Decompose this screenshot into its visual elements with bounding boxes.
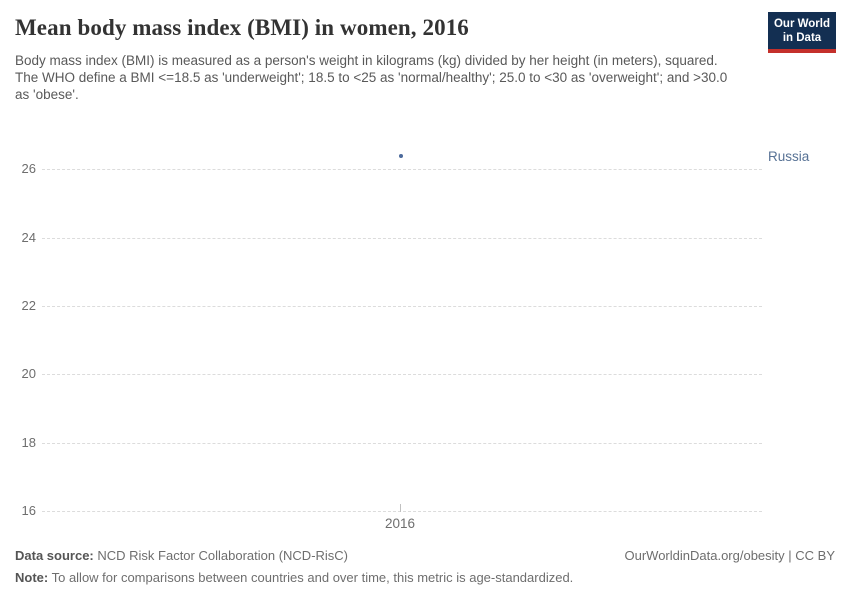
note-text: To allow for comparisons between countri… xyxy=(48,570,574,585)
chart-footer: Data source: NCD Risk Factor Collaborati… xyxy=(15,548,835,585)
x-axis-tickmark-2016 xyxy=(400,504,401,512)
gridline-y-20 xyxy=(42,374,762,376)
chart-subtitle: Body mass index (BMI) is measured as a p… xyxy=(15,53,728,102)
data-point-russia[interactable] xyxy=(398,153,403,158)
y-axis-tick-26: 26 xyxy=(21,161,36,177)
entity-label-russia[interactable]: Russia xyxy=(768,148,810,164)
gridline-y-26 xyxy=(42,169,762,171)
footer-row-1: Data source: NCD Risk Factor Collaborati… xyxy=(15,548,835,563)
data-source-line: Data source: NCD Risk Factor Collaborati… xyxy=(15,548,348,563)
gridline-y-24 xyxy=(42,237,762,239)
y-axis-tick-24: 24 xyxy=(21,229,36,245)
footer-note-line: Note: To allow for comparisons between c… xyxy=(15,570,835,585)
chart-title: Mean body mass index (BMI) in women, 201… xyxy=(15,15,469,40)
data-source-text: NCD Risk Factor Collaboration (NCD-RisC) xyxy=(93,548,349,563)
x-axis-tick-2016: 2016 xyxy=(384,516,416,531)
owid-logo[interactable]: Our World in Data xyxy=(768,12,836,53)
y-axis-tick-18: 18 xyxy=(21,434,36,450)
gridline-y-18 xyxy=(42,442,762,444)
note-label: Note: xyxy=(15,570,49,585)
data-source-label: Data source: xyxy=(15,548,94,563)
y-axis-tick-20: 20 xyxy=(21,366,36,382)
y-axis-tick-22: 22 xyxy=(21,298,36,313)
gridline-y-16 xyxy=(42,511,762,512)
owid-logo-line2: in Data xyxy=(782,32,822,44)
owid-logo-line1: Our World xyxy=(773,18,830,30)
rights-link[interactable]: OurWorldinData.org/obesity | CC BY xyxy=(624,548,836,563)
y-axis-tick-16: 16 xyxy=(21,503,36,518)
gridline-y-22 xyxy=(42,306,762,307)
